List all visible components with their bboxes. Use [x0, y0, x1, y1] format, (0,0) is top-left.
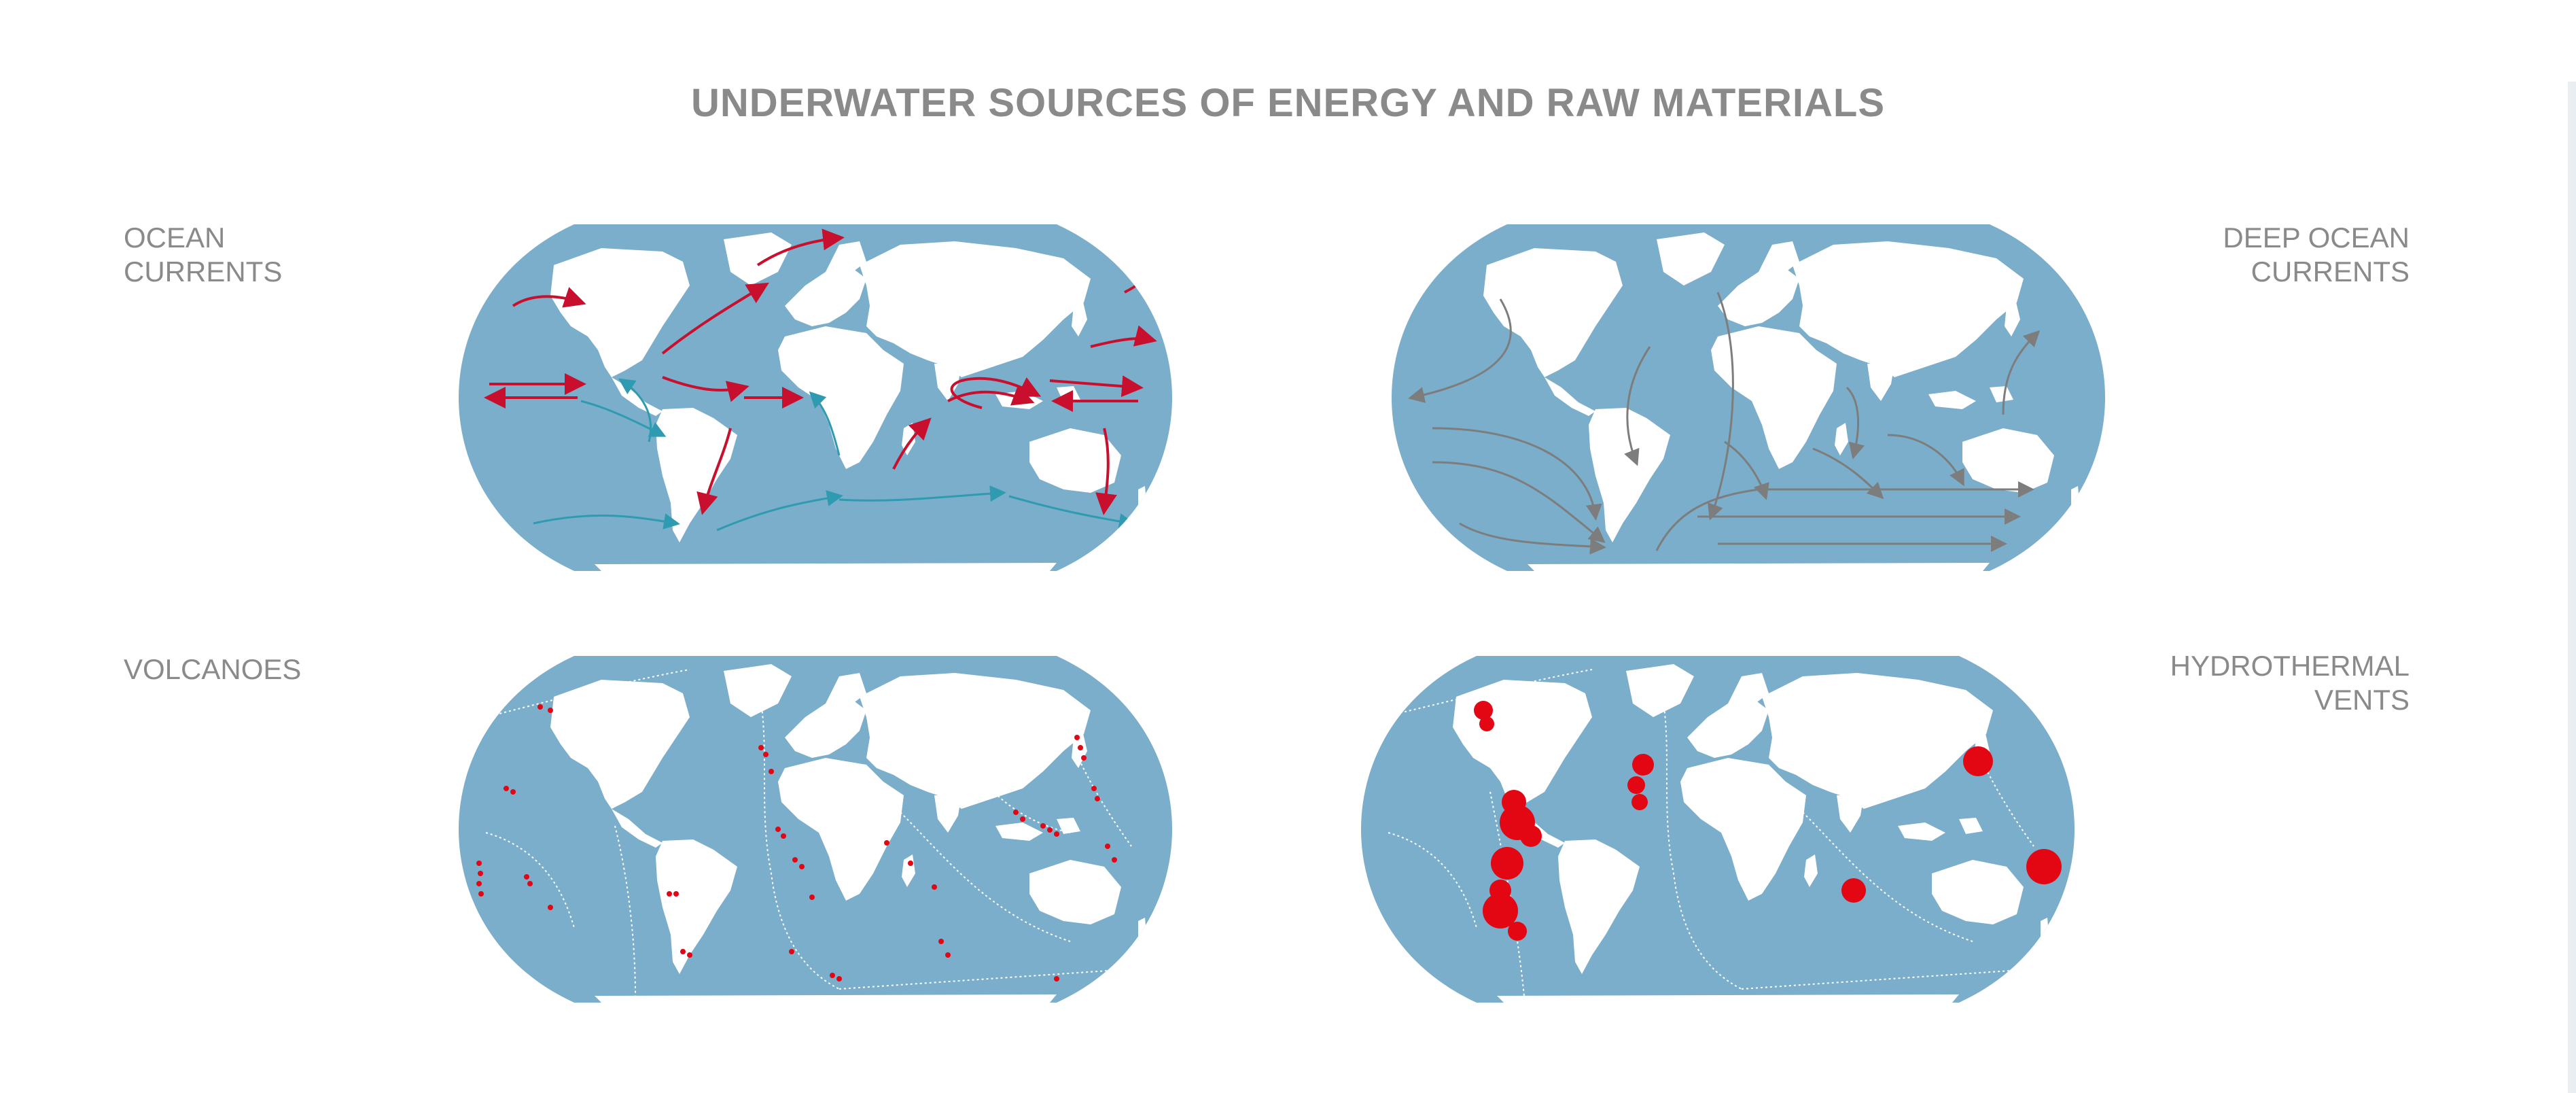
- deep-ocean-currents-map: [1392, 224, 2105, 571]
- volcano-markers: [476, 704, 1117, 982]
- label-deep-ocean-currents: DEEP OCEAN CURRENTS: [2223, 221, 2410, 289]
- label-line: VOLCANOES: [124, 653, 302, 685]
- volcanoes-map: [459, 656, 1172, 1003]
- label-line: VENTS: [2314, 684, 2410, 716]
- label-line: CURRENTS: [2251, 256, 2410, 288]
- page-title: UNDERWATER SOURCES OF ENERGY AND RAW MAT…: [690, 81, 1886, 125]
- warm-currents: [484, 228, 1157, 515]
- deep-currents: [1408, 292, 2041, 555]
- plate-boundaries: [1381, 669, 2041, 996]
- label-line: CURRENTS: [124, 256, 283, 288]
- label-line: OCEAN: [124, 222, 226, 254]
- label-line: DEEP OCEAN: [2223, 222, 2410, 254]
- label-ocean-currents: OCEAN CURRENTS: [124, 221, 282, 289]
- label-line: HYDROTHERMAL: [2170, 650, 2410, 682]
- page-edge-strip: [2568, 82, 2576, 1093]
- ocean-currents-map: [459, 224, 1172, 571]
- vent-markers: [1474, 701, 2062, 941]
- plate-boundaries: [485, 669, 1139, 996]
- label-hydrothermal-vents: HYDROTHERMAL VENTS: [2170, 649, 2410, 717]
- label-volcanoes: VOLCANOES: [124, 653, 301, 687]
- hydrothermal-vents-map: [1361, 656, 2075, 1003]
- cold-currents: [533, 378, 1135, 532]
